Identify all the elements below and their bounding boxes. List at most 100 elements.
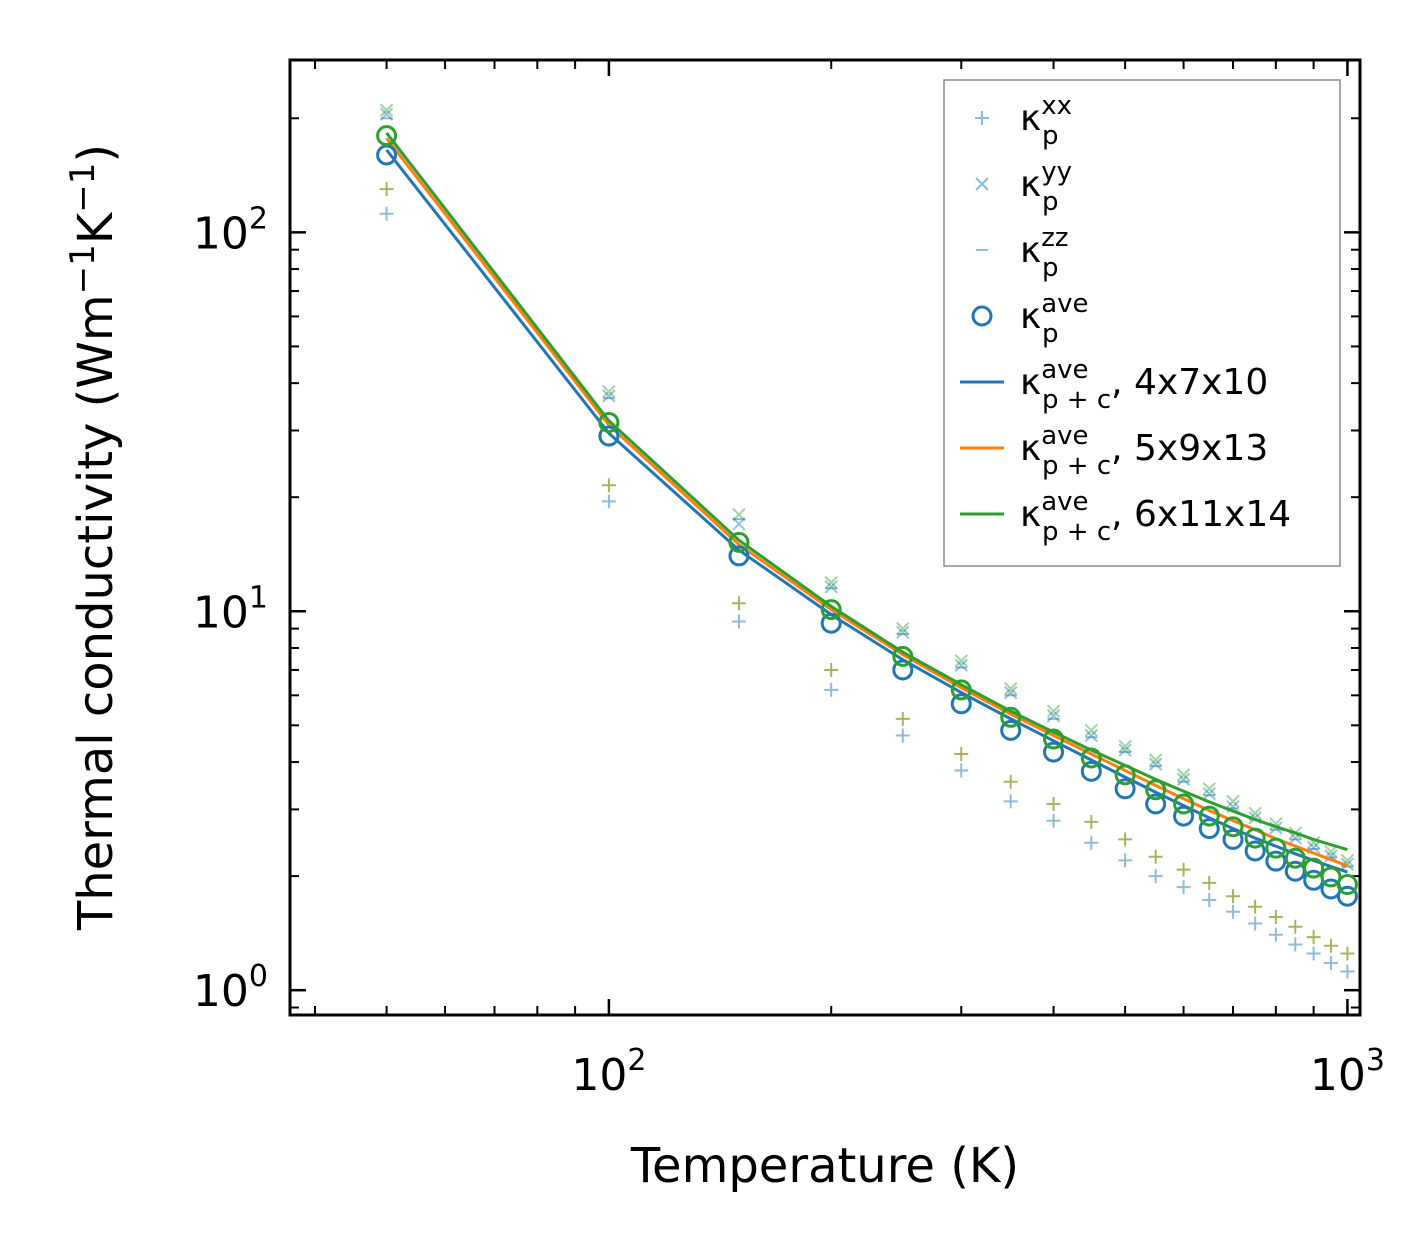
data-point <box>824 662 839 677</box>
data-point <box>1268 910 1283 925</box>
data-point <box>1336 874 1358 896</box>
data-point <box>1000 706 1022 728</box>
data-point <box>379 182 394 197</box>
data-point <box>1046 813 1061 828</box>
data-point <box>1303 857 1325 879</box>
data-point <box>1202 786 1216 801</box>
data-point <box>1324 844 1338 859</box>
data-point <box>1118 853 1133 868</box>
legend-label: κave p + c, 4x7x10 <box>1020 355 1268 415</box>
data-point <box>1046 796 1061 811</box>
data-point <box>1118 739 1132 754</box>
data-point <box>1336 885 1358 907</box>
y-tick-label: 102 <box>193 201 268 259</box>
data-point <box>1114 778 1136 800</box>
series-line-kpc_6x11x14 <box>385 131 1348 852</box>
data-point <box>379 103 394 117</box>
data-point <box>1265 837 1287 859</box>
data-point <box>1043 728 1065 750</box>
data-point <box>379 206 394 221</box>
data-point <box>732 517 746 531</box>
data-point <box>1046 704 1061 718</box>
data-point <box>892 645 914 667</box>
data-point <box>954 658 968 673</box>
data-point <box>1340 946 1355 961</box>
data-point <box>1320 866 1342 888</box>
data-point <box>1222 828 1244 850</box>
data-point <box>376 125 398 147</box>
data-point <box>950 679 972 701</box>
data-point <box>1268 927 1283 942</box>
data-point <box>820 599 842 621</box>
series-kpc_5x9x13 <box>385 137 1348 868</box>
data-point <box>824 682 839 697</box>
series-kxx_6x11x14 <box>379 182 1355 961</box>
y-tick-label: 101 <box>193 580 268 638</box>
data-point <box>1198 805 1220 827</box>
data-point <box>728 545 750 567</box>
data-point <box>954 747 969 762</box>
data-point <box>1288 919 1303 934</box>
data-point <box>1148 753 1163 767</box>
series-line-kpc_5x9x13 <box>385 137 1348 868</box>
legend-label: κave p + c, 6x11x14 <box>1020 487 1291 547</box>
x-axis-label: Temperature (K) <box>630 1138 1019 1194</box>
legend-box <box>943 79 1341 567</box>
data-point <box>1173 805 1195 827</box>
x-tick-label: 102 <box>571 1043 646 1101</box>
data-point <box>728 531 750 553</box>
y-axis-label: Thermal conductivity (Wm−1K−1) <box>63 144 124 931</box>
data-point <box>598 411 620 433</box>
data-point <box>1145 793 1167 815</box>
data-point <box>1202 875 1217 890</box>
data-point <box>1226 904 1241 919</box>
legend-label: κzz p <box>1020 223 1069 283</box>
data-point <box>601 478 616 493</box>
data-point <box>602 384 616 399</box>
data-point <box>1148 869 1163 884</box>
series-line-kpc_4x7x10 <box>385 149 1348 874</box>
data-point <box>1306 946 1321 961</box>
data-point <box>1288 937 1303 952</box>
tick-labels: 102 103 100 101 102 <box>193 201 1385 1101</box>
data-point <box>1265 850 1287 872</box>
data-point <box>1222 816 1244 838</box>
data-point <box>824 575 838 590</box>
data-point <box>1043 741 1065 763</box>
major-ticks <box>290 60 1360 1015</box>
series-kpc_4x7x10 <box>385 149 1348 874</box>
data-point <box>598 425 620 447</box>
data-point <box>1084 728 1099 743</box>
legend-label: κave p <box>1020 289 1089 349</box>
data-point <box>954 654 968 668</box>
series-kave_4x7x10 <box>376 144 1358 907</box>
data-point <box>896 625 910 640</box>
data-point <box>892 659 914 681</box>
plot-frame <box>288 58 1362 1017</box>
data-point <box>1145 779 1167 801</box>
data-point <box>1226 794 1240 809</box>
data-point <box>895 728 910 743</box>
data-point <box>1340 964 1355 979</box>
data-point <box>1080 747 1102 769</box>
data-point <box>1226 889 1241 904</box>
data-point <box>1114 764 1136 786</box>
data-point <box>602 389 616 403</box>
x-tick-label: 103 <box>1310 1043 1385 1101</box>
series-kave_6x11x14 <box>376 125 1358 896</box>
data-point <box>824 580 838 594</box>
series-kpc_6x11x14 <box>385 131 1348 852</box>
data-point <box>1284 847 1306 869</box>
legend-marker-plus <box>975 111 989 125</box>
data-point <box>1003 794 1018 809</box>
data-point <box>1176 880 1191 895</box>
data-point <box>1244 827 1266 849</box>
data-point <box>1000 719 1022 741</box>
data-point <box>1176 862 1191 877</box>
data-point <box>1003 681 1018 696</box>
legend-label: κave p + c, 5x9x13 <box>1020 421 1268 481</box>
data-point <box>895 711 910 726</box>
legend-label: κxx p <box>1020 91 1072 151</box>
data-point <box>1118 832 1133 847</box>
